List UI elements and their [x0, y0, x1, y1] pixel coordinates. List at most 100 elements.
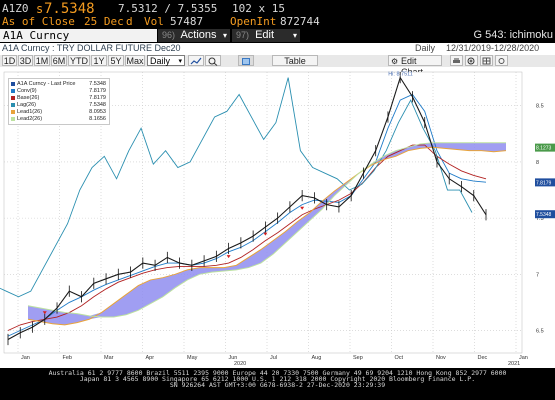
volume-label: Vol — [144, 15, 164, 28]
edit-chart-button[interactable]: ⚙ Edit Chart — [388, 55, 442, 77]
chart-legend: A1A Curncy - Last Price 7.5348 Conv(9) 7… — [8, 78, 110, 125]
legend-row: Lead2(26) 8.1656 — [11, 116, 107, 122]
bid-ask: 7.5312 / 7.5355 — [118, 2, 218, 15]
legend-label: Lead1(26) — [17, 109, 43, 115]
legend-label: Lead2(26) — [17, 116, 43, 122]
price-tag — [535, 143, 555, 152]
legend-label: Base(26) — [17, 95, 40, 101]
y-tick-label: 8 — [536, 160, 539, 166]
y-tick-label: 7 — [536, 272, 539, 278]
price-tag-label: 7.8179 — [536, 180, 552, 186]
x-tick-label: Oct — [395, 355, 404, 361]
x-tick-label: May — [187, 355, 198, 361]
legend-value: 7.5348 — [89, 102, 106, 108]
chart-toolbar: 1D 3D 1M 6M YTD 1Y 5Y Max Daily ▾ Table … — [0, 55, 555, 77]
x-tick-label: Jan — [519, 355, 528, 361]
legend-row: Lag(26) 7.5348 — [11, 102, 107, 108]
security-info-row: A1A Curncy : TRY DOLLAR FUTURE Dec20 Dai… — [0, 43, 555, 54]
edit-menu-label: Edit — [255, 29, 275, 41]
line-chart-icon[interactable] — [188, 55, 204, 66]
right-value-tags: 8.1273 7.8179 7.5348 — [535, 143, 555, 219]
legend-value: 7.8179 — [89, 95, 106, 101]
date-range[interactable]: 12/31/2019-12/28/2020 — [446, 43, 540, 53]
legend-value: 7.5348 — [89, 81, 106, 87]
security-command-input[interactable]: A1A Curncy — [0, 29, 157, 42]
x-tick-label: Apr — [146, 355, 155, 361]
x-tick-label: Dec — [478, 355, 488, 361]
legend-swatch — [11, 117, 15, 121]
terminal-footer: Australia 61 2 9777 8600 Brazil 5511 239… — [0, 368, 555, 400]
as-of-suffix: d — [126, 15, 133, 28]
price-tag — [535, 178, 555, 187]
signal-marker — [42, 311, 47, 315]
legend-swatch — [11, 89, 15, 93]
x-year-label: 2021 — [508, 361, 520, 367]
actions-menu-number: 96) — [162, 30, 176, 40]
legend-value: 8.0953 — [89, 109, 106, 115]
x-tick-label: Feb — [63, 355, 72, 361]
y-tick-label: 7.5 — [536, 216, 544, 222]
period-1m-button[interactable]: 1M — [34, 55, 50, 66]
edit-menu-number: 97) — [236, 30, 250, 40]
table-button[interactable]: Table — [272, 55, 318, 66]
period-1y-button[interactable]: 1Y — [91, 55, 107, 66]
edit-menu-button[interactable]: 97) Edit ▾ — [232, 29, 300, 42]
legend-swatch — [11, 82, 15, 86]
legend-value: 7.8179 — [89, 88, 106, 94]
signal-marker — [226, 255, 231, 259]
series-line-conv-9 — [7, 93, 487, 337]
period-ytd-button[interactable]: YTD — [68, 55, 90, 66]
footer-phone-line: Japan 81 3 4565 8900 Singapore 65 6212 1… — [79, 375, 476, 383]
frequency-select-value: Daily — [150, 56, 171, 66]
select-tool-icon[interactable] — [238, 55, 254, 66]
legend-swatch — [11, 96, 15, 100]
series-line-lag-26 — [0, 77, 473, 298]
y-tick-label: 6.5 — [536, 329, 544, 335]
frequency-select[interactable]: Daily ▾ — [147, 55, 185, 66]
chart-panel: A1A Curncy : TRY DOLLAR FUTURE Dec20 Dai… — [0, 43, 555, 368]
legend-row: Lead1(26) 8.0953 — [11, 109, 107, 115]
legend-swatch — [11, 110, 15, 114]
x-axis: Jan Feb Mar Apr May Jun Jul Aug Sep Oct Nov Dec Jan2… — [21, 355, 528, 367]
page-title: G 543: ichimoku — [473, 29, 553, 41]
grid-icon[interactable] — [480, 55, 493, 66]
period-5y-button[interactable]: 5Y — [108, 55, 124, 66]
legend-row: Base(26) 7.8179 — [11, 95, 107, 101]
x-tick-label: Aug — [312, 355, 322, 361]
bid-ask-size: 102 x 15 — [232, 2, 285, 15]
period-1d-button[interactable]: 1D — [2, 55, 17, 66]
period-6m-button[interactable]: 6M — [51, 55, 67, 66]
gear-icon: ⚙ — [391, 57, 399, 66]
actions-menu-label: Actions — [180, 29, 217, 41]
as-of-date: 25 Dec — [84, 15, 124, 28]
high-value-label: Hi: 8.7511 — [388, 72, 413, 78]
signal-marker — [300, 206, 305, 210]
x-tick-label: Sep — [353, 355, 363, 361]
series-line-lead2-26 — [27, 142, 506, 318]
settings-icon[interactable] — [495, 55, 508, 66]
open-interest-value: 872744 — [280, 15, 320, 28]
period-max-button[interactable]: Max — [125, 55, 145, 66]
period-3d-button[interactable]: 3D — [18, 55, 33, 66]
price-tag — [535, 210, 555, 219]
chevron-down-icon: ▾ — [292, 31, 297, 40]
footer-phone-line: Australia 61 2 9777 8600 Brazil 5511 239… — [48, 369, 507, 377]
price-tag-label: 7.5348 — [536, 212, 552, 218]
actions-menu-button[interactable]: 96) Actions ▾ — [158, 29, 230, 42]
zoom-icon[interactable] — [205, 55, 221, 66]
volume-value: 57487 — [170, 15, 204, 28]
ticker-code: A1Z0 — [2, 2, 29, 15]
chevron-down-icon: ▾ — [178, 58, 182, 65]
open-interest-label: OpenInt — [230, 15, 277, 28]
legend-row: Conv(9) 7.8179 — [11, 88, 107, 94]
x-tick-label: Jan — [21, 355, 30, 361]
x-tick-label: Nov — [436, 355, 446, 361]
zoom-in-icon[interactable] — [465, 55, 478, 66]
chart-series-lines — [0, 72, 507, 346]
signal-marker — [263, 232, 268, 236]
y-axis: 8.5 8 7.5 7 6.5 — [536, 104, 544, 335]
x-tick-label: Jun — [229, 355, 238, 361]
print-icon[interactable] — [450, 55, 463, 66]
footer-session-line: SN 926264 AST GMT+3:00 G678-6938-2 27-De… — [169, 381, 386, 389]
last-price-prefix: s — [36, 2, 44, 16]
